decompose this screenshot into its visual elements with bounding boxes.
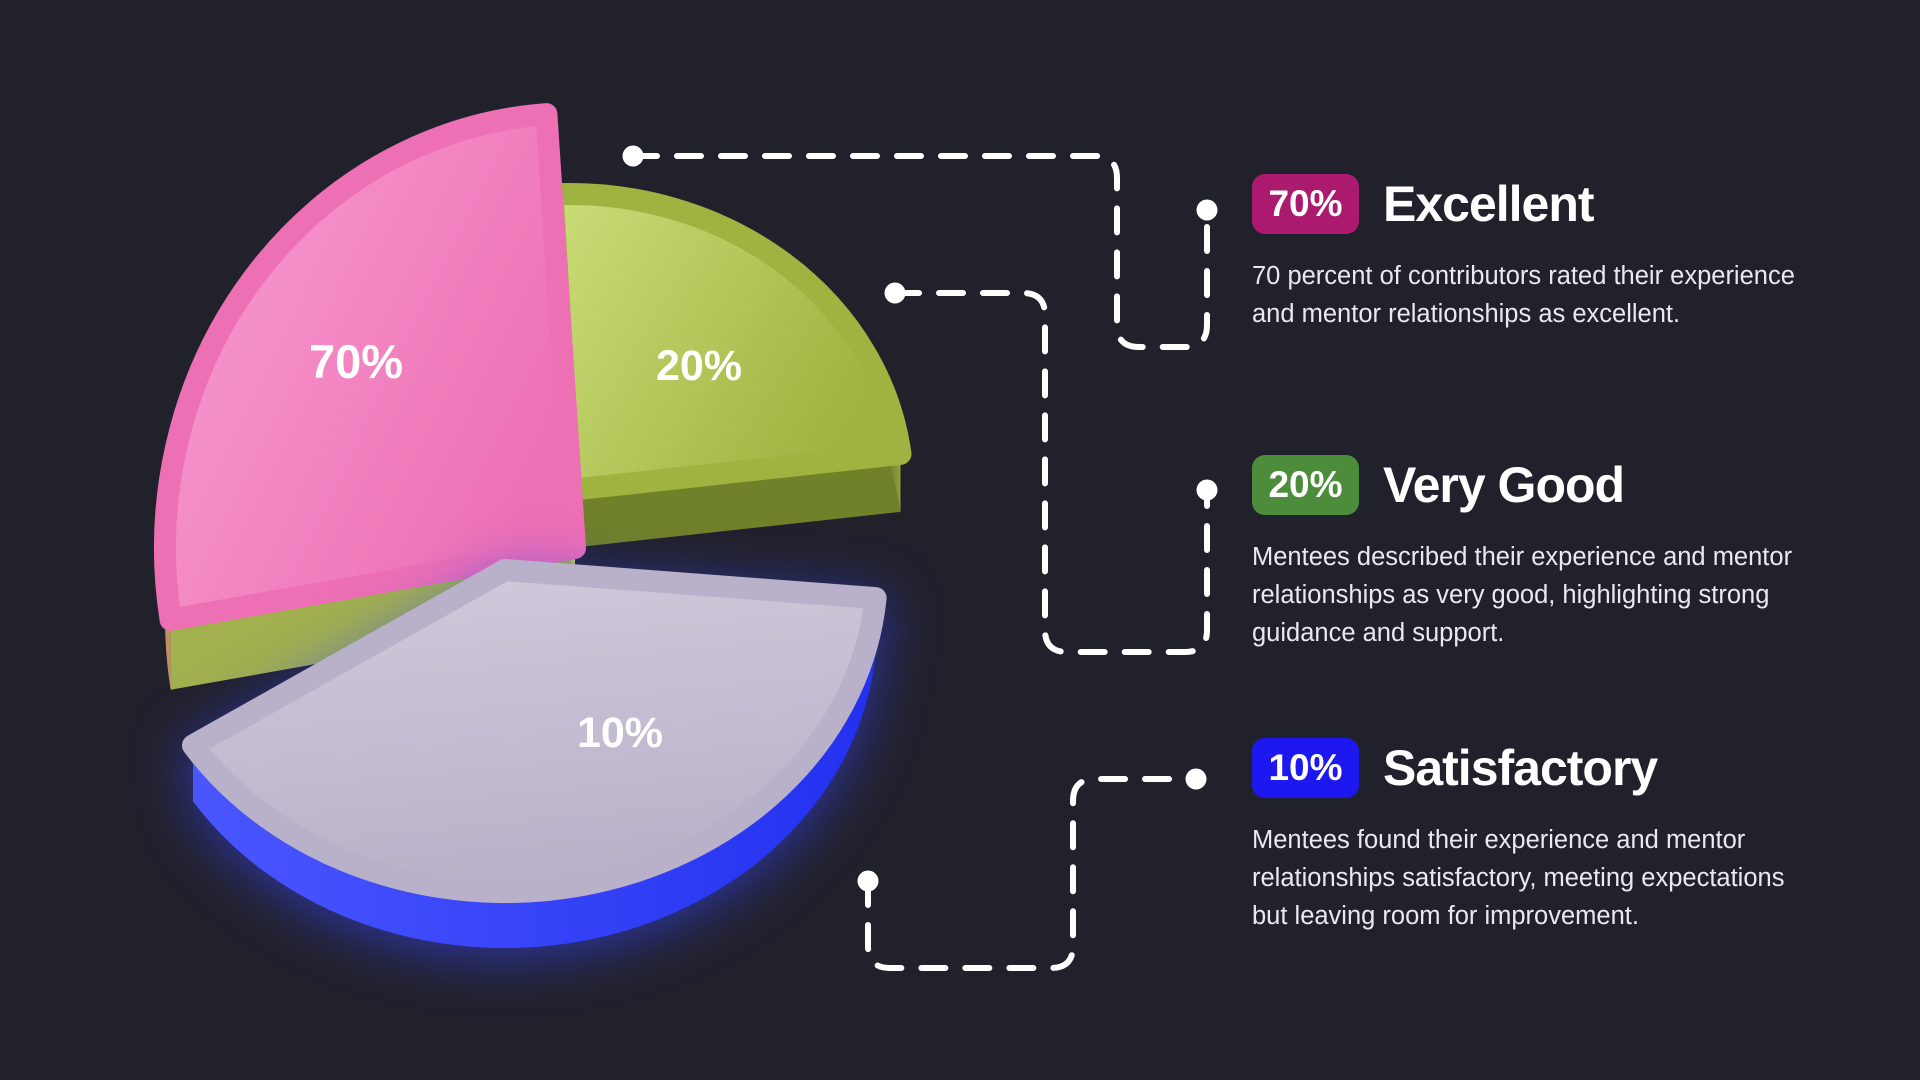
percentage-badge-very-good: 20%	[1252, 455, 1359, 515]
percentage-badge-excellent: 70%	[1252, 174, 1359, 234]
legend-title-satisfactory: Satisfactory	[1383, 740, 1658, 796]
pie-slice-satisfactory: 10%	[182, 559, 887, 949]
percentage-badge-satisfactory: 10%	[1252, 738, 1359, 798]
pie-slice-very-good: 20%	[541, 183, 912, 548]
slice-top-face	[541, 183, 912, 501]
connector-3	[857, 768, 1207, 971]
legend-title-excellent: Excellent	[1383, 176, 1595, 232]
slice-top-face	[153, 103, 586, 631]
legend-title-very-good: Very Good	[1383, 457, 1625, 513]
legend-header-satisfactory: 10% Satisfactory	[1252, 738, 1872, 798]
connector-dot	[1196, 479, 1218, 501]
legend-description-satisfactory: Mentees found their experience and mento…	[1252, 826, 1785, 930]
legend-item-excellent: 70% Excellent 70 percent of contributors…	[1252, 174, 1872, 333]
legend-item-very-good: 20% Very Good Mentees described their ex…	[1252, 455, 1872, 652]
legend-header-excellent: 70% Excellent	[1252, 174, 1872, 234]
pie-slice-excellent: 70%	[153, 103, 586, 690]
connector-dashed-line	[865, 776, 1199, 971]
connector-dot	[857, 870, 879, 892]
connector-dashed-line	[892, 290, 1210, 655]
legend-header-very-good: 20% Very Good	[1252, 455, 1872, 515]
slice-label-satisfactory: 10%	[577, 709, 663, 757]
legend-item-satisfactory: 10% Satisfactory Mentees found their exp…	[1252, 738, 1872, 935]
connector-1	[622, 145, 1218, 350]
slice-top-face	[182, 559, 887, 904]
legend-description-excellent: 70 percent of contributors rated their e…	[1252, 262, 1795, 328]
slice-label-excellent: 70%	[309, 335, 403, 388]
slice-skirt	[193, 598, 876, 949]
connector-2	[884, 282, 1218, 655]
connector-dashed-line	[630, 153, 1210, 350]
connector-dot	[1196, 199, 1218, 221]
slice-label-very-good: 20%	[656, 342, 742, 390]
connector-dot	[884, 282, 906, 304]
connector-dot	[1185, 768, 1207, 790]
slice-side-wall	[570, 453, 901, 548]
connector-dot	[622, 145, 644, 167]
legend-description-very-good: Mentees described their experience and m…	[1252, 543, 1793, 647]
